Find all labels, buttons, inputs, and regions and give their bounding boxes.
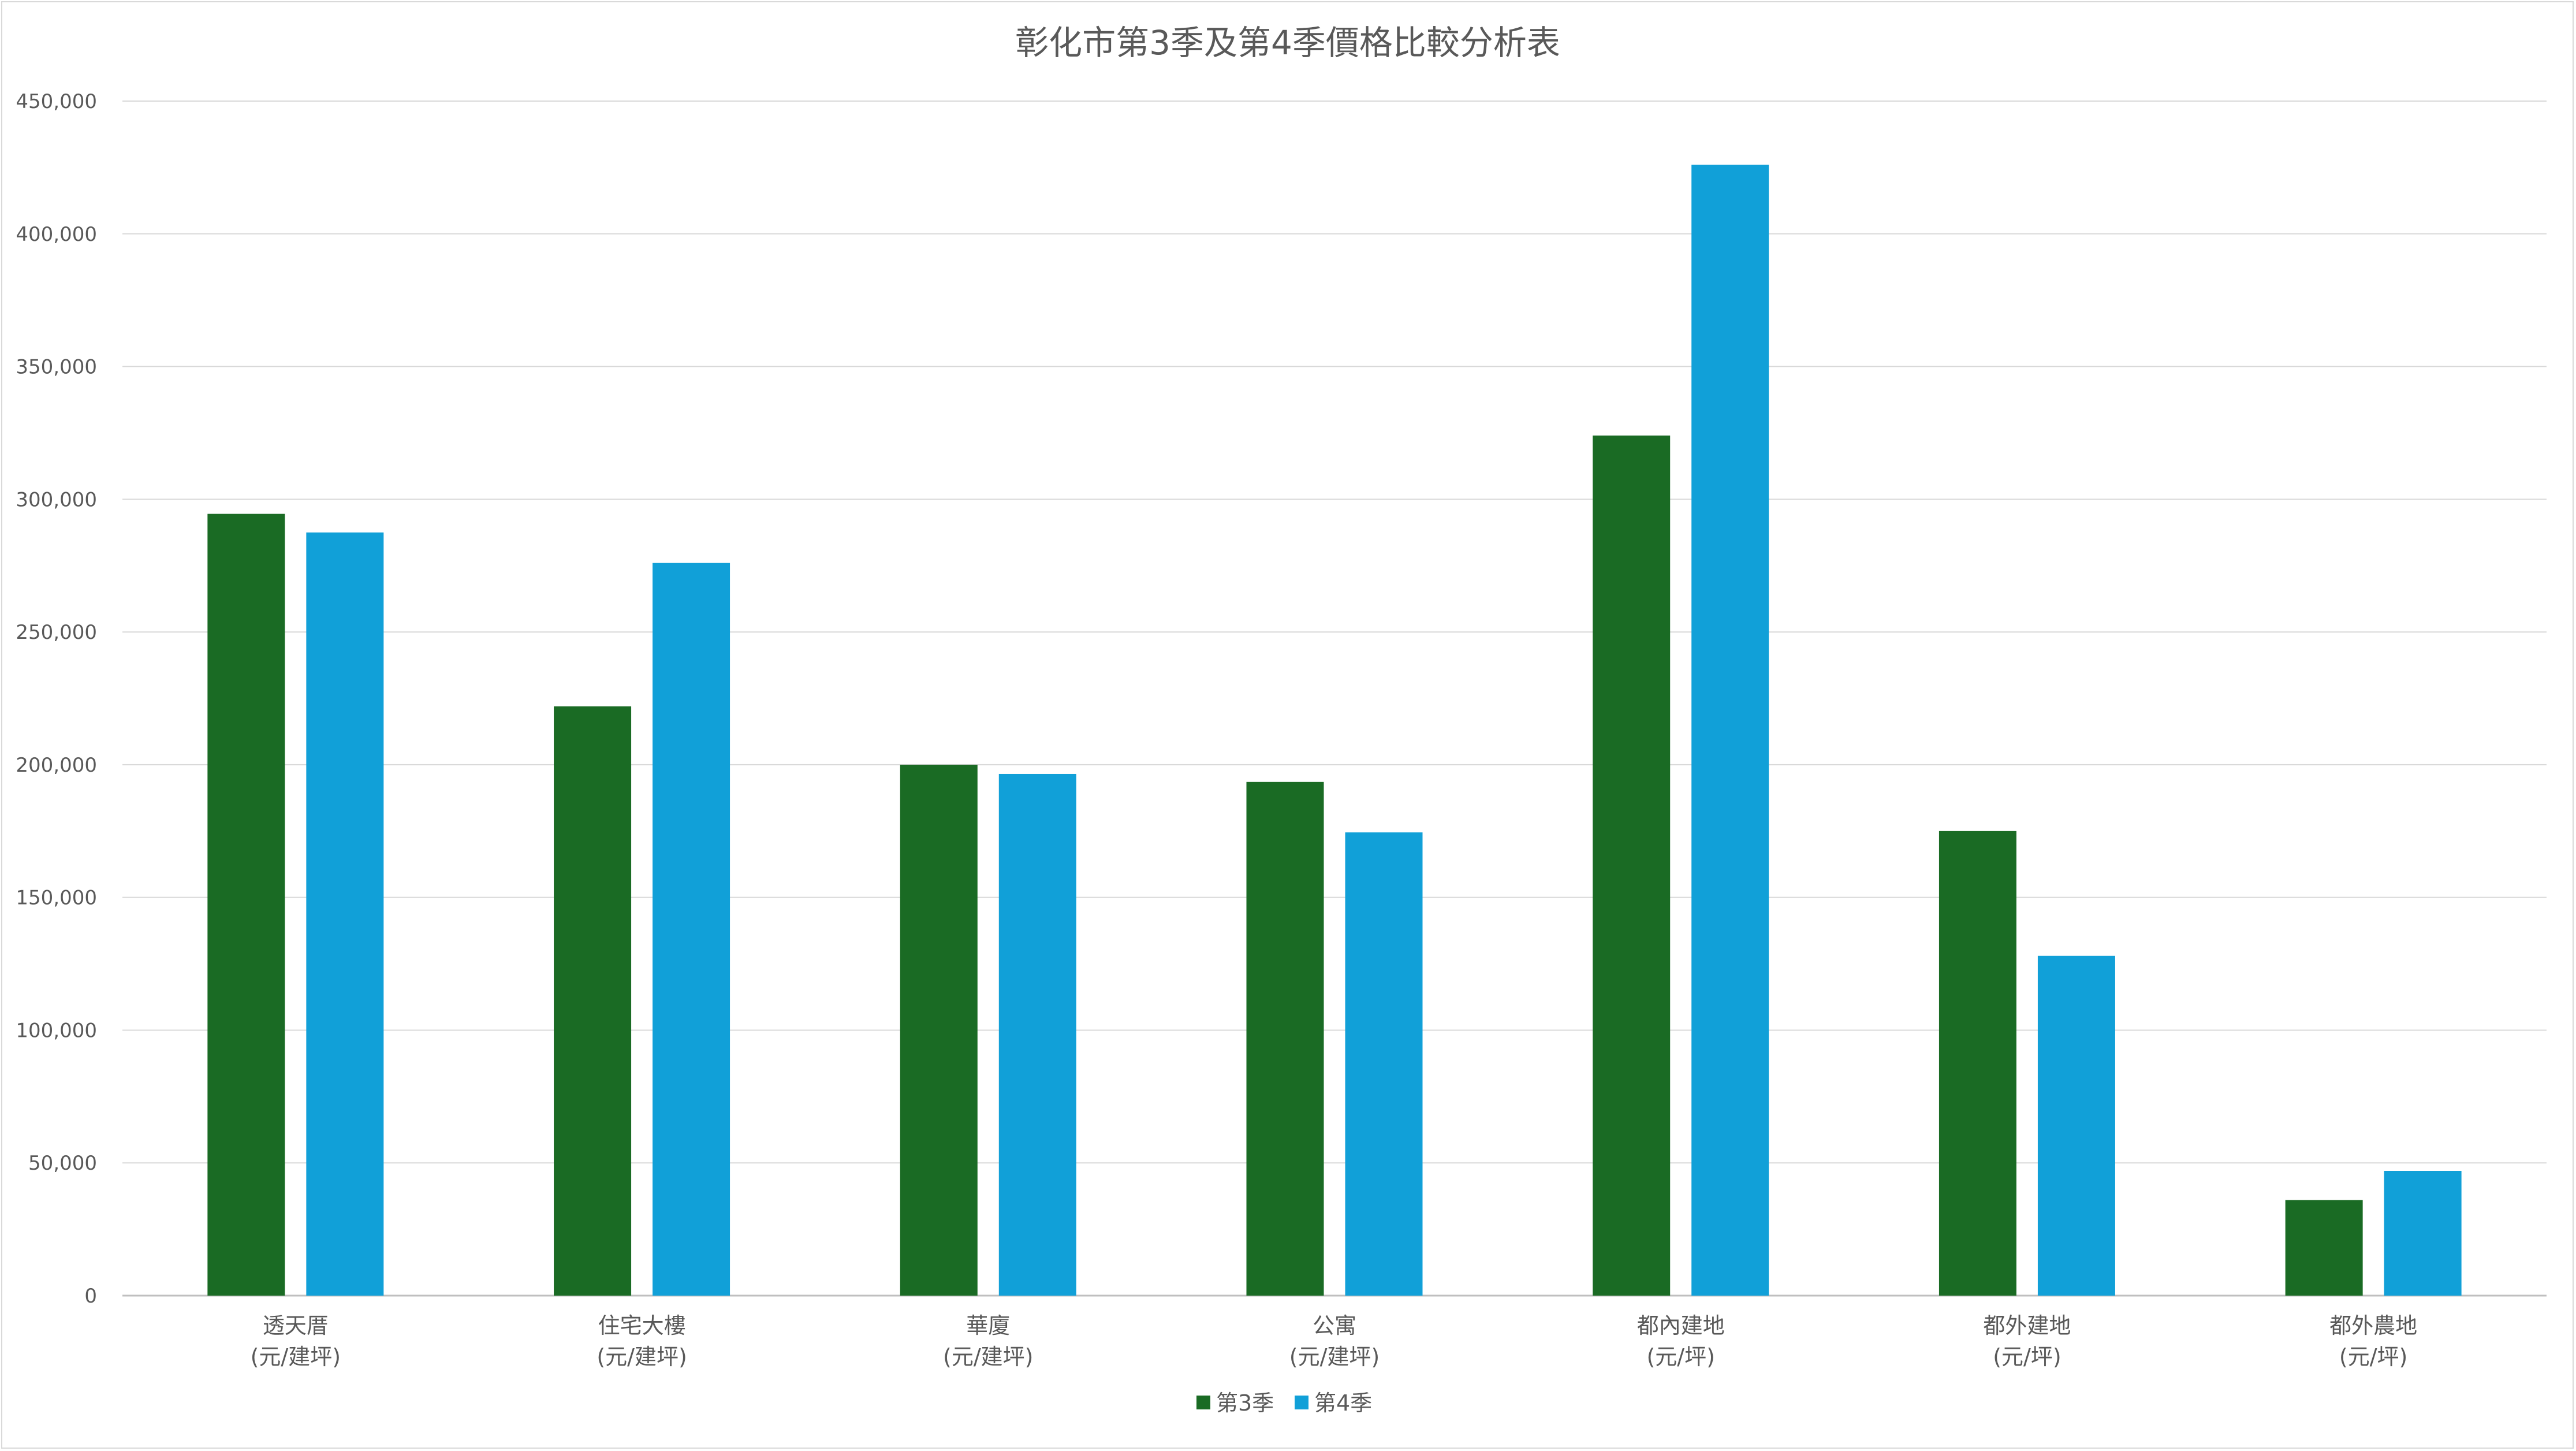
x-category-label: 住宅大樓	[598, 1313, 686, 1338]
bar-q4-1	[653, 563, 730, 1296]
legend: 第3季 第4季	[1196, 1390, 1372, 1416]
bar-q4-0	[306, 532, 384, 1296]
y-tick-label: 300,000	[16, 488, 97, 511]
bar-q3-4	[1593, 436, 1671, 1296]
y-tick-label: 200,000	[16, 754, 97, 777]
bar-q3-2	[900, 764, 978, 1296]
x-category-label: 都外建地	[1983, 1313, 2071, 1338]
y-tick-label: 100,000	[16, 1019, 97, 1042]
x-category-label: (元/建坪)	[251, 1344, 341, 1370]
legend-label: 第3季	[1216, 1390, 1274, 1416]
y-tick-label: 350,000	[16, 356, 97, 379]
legend-swatch	[1295, 1396, 1308, 1409]
chart-title: 彰化市第3季及第4季價格比較分析表	[1015, 23, 1560, 62]
bar-q4-4	[1691, 165, 1769, 1296]
x-category-label: 華廈	[966, 1313, 1010, 1338]
x-category-label: (元/坪)	[1646, 1344, 1714, 1370]
legend-swatch	[1196, 1396, 1210, 1409]
bar-q3-5	[1938, 831, 2016, 1296]
x-category-label: 公寓	[1313, 1313, 1356, 1338]
bar-q3-3	[1246, 782, 1324, 1296]
x-category-label: 都內建地	[1637, 1313, 1725, 1338]
x-category-label: (元/建坪)	[597, 1344, 687, 1370]
x-category-label: (元/建坪)	[943, 1344, 1033, 1370]
bar-q4-5	[2037, 955, 2115, 1296]
x-category-label: 透天厝	[263, 1313, 329, 1338]
bar-q3-0	[207, 514, 285, 1296]
y-tick-label: 400,000	[16, 223, 97, 246]
y-tick-label: 150,000	[16, 887, 97, 910]
y-tick-label: 450,000	[16, 90, 97, 113]
y-tick-label: 250,000	[16, 621, 97, 644]
y-tick-label: 50,000	[28, 1152, 97, 1175]
bar-q4-6	[2384, 1171, 2462, 1296]
x-category-label: (元/坪)	[2339, 1344, 2407, 1370]
y-tick-label: 0	[84, 1285, 97, 1308]
x-category-label: (元/坪)	[1993, 1344, 2061, 1370]
bar-q3-1	[554, 706, 632, 1296]
x-axis-categories: 透天厝 (元/建坪) 住宅大樓 (元/建坪) 華廈 (元/建坪) 公寓 (元/建坪) 都內建地 (…	[251, 1313, 2418, 1370]
x-category-label: 都外農地	[2329, 1313, 2417, 1338]
y-axis-ticks: 0 50,000 100,000 150,000 200,000 250,000 300,0…	[16, 90, 97, 1308]
bar-q4-2	[998, 773, 1076, 1296]
x-category-label: (元/建坪)	[1289, 1344, 1380, 1370]
bar-q3-6	[2285, 1200, 2363, 1296]
bar-q4-3	[1345, 832, 1423, 1296]
legend-label: 第4季	[1314, 1390, 1372, 1416]
bars	[207, 165, 2462, 1296]
gridlines	[122, 101, 2547, 1297]
